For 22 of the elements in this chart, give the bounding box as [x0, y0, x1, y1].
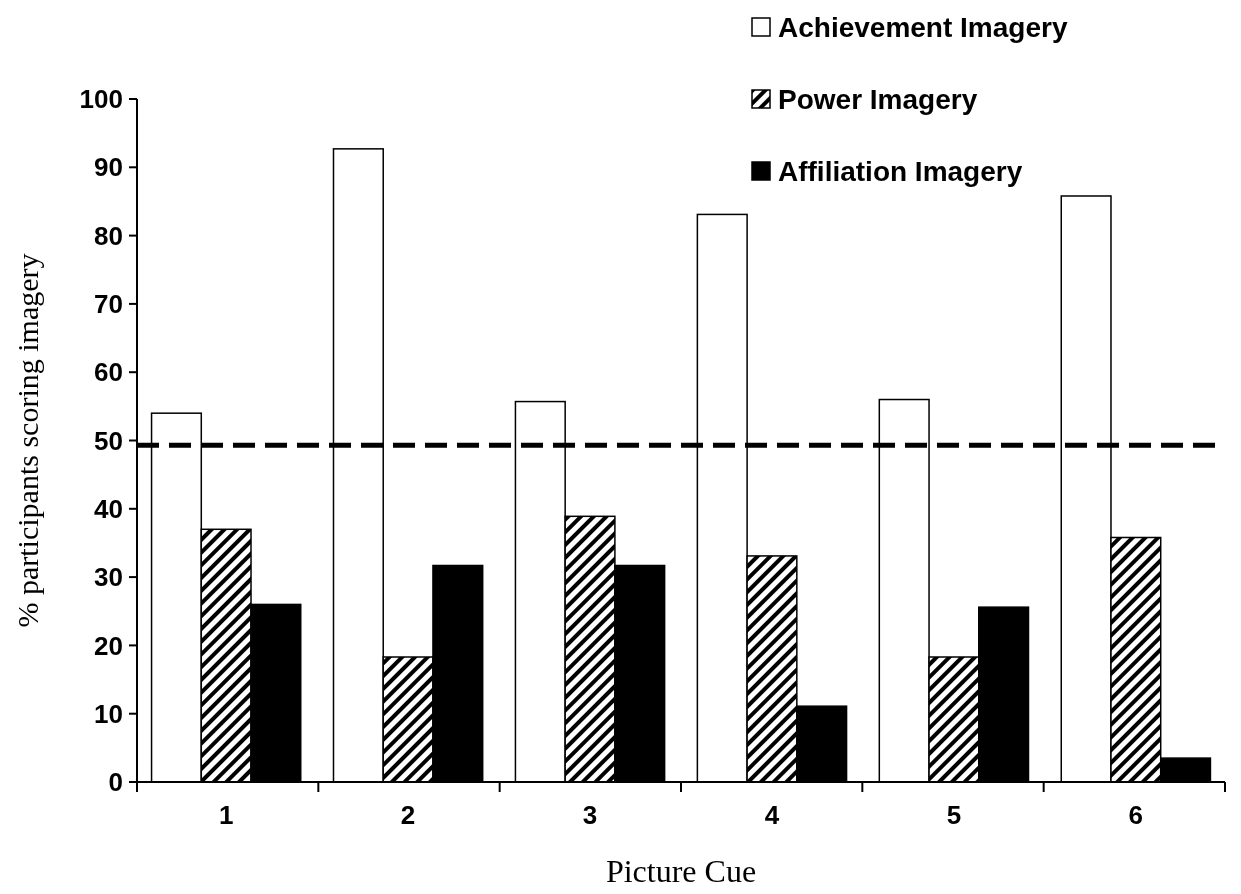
y-axis-title: % participants scoring imagery: [11, 253, 44, 628]
y-tick-label: 60: [94, 357, 123, 388]
y-tick-label: 50: [94, 425, 123, 456]
y-tick-label: 30: [94, 562, 123, 593]
x-tick-label: 4: [764, 800, 780, 830]
legend-label: Power Imagery: [778, 83, 978, 115]
x-tick-label: 1: [218, 800, 234, 830]
x-axis-title: Picture Cue: [605, 853, 757, 889]
y-tick-label: 90: [94, 152, 123, 183]
y-tick-label: 100: [79, 84, 123, 115]
y-tick-label: 10: [94, 698, 123, 729]
x-tick-label: 5: [946, 800, 962, 830]
legend-label: Affiliation Imagery: [778, 155, 1023, 187]
y-tick-label: 40: [94, 493, 123, 524]
x-tick-label: 2: [400, 800, 416, 830]
y-tick-label: 80: [94, 220, 123, 251]
x-tick-label: 6: [1128, 800, 1144, 830]
x-tick-label: 3: [582, 800, 598, 830]
y-tick-label: 70: [94, 289, 123, 319]
y-tick-label: 20: [94, 630, 123, 661]
y-tick-label: 0: [108, 767, 123, 798]
legend-label: Achievement Imagery: [778, 11, 1068, 43]
